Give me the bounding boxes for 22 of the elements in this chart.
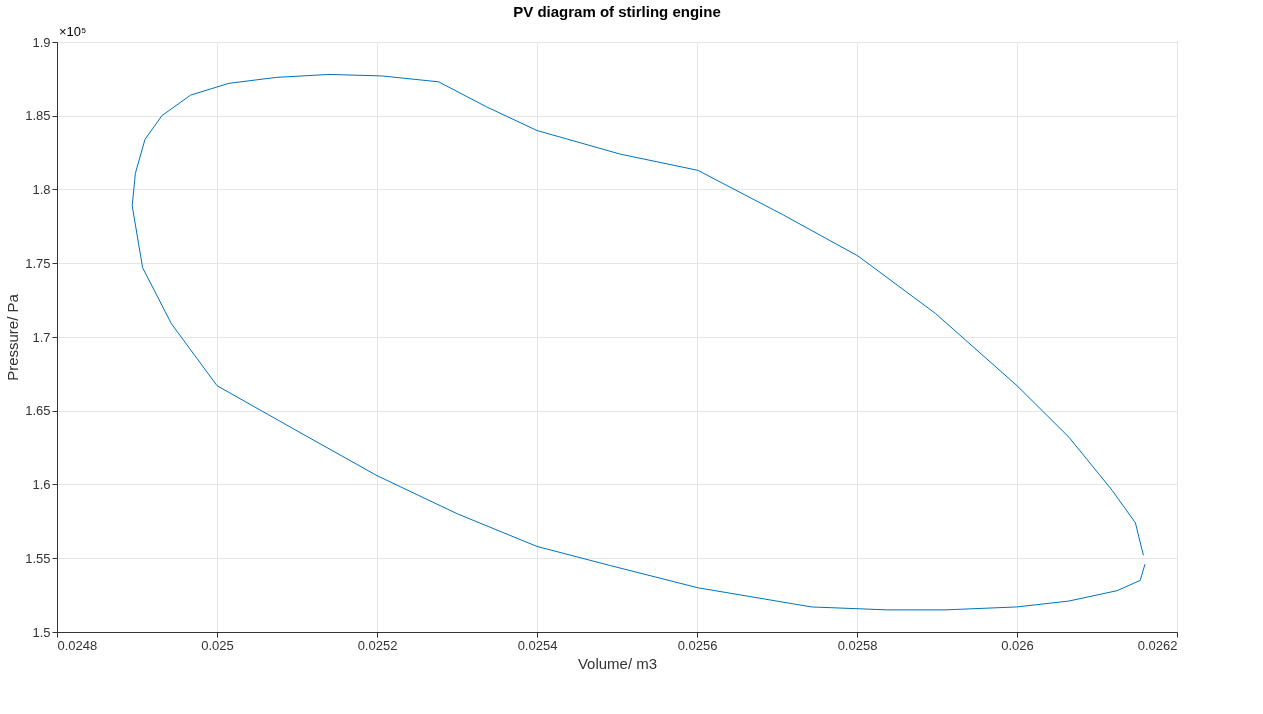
x-tick-label: 0.0248 (57, 637, 98, 653)
chart-title: PV diagram of stirling engine (513, 3, 721, 20)
x-tick-label: 0.0252 (357, 637, 398, 653)
y-tick-label: 1.85 (25, 108, 51, 124)
x-tick-label: 0.0262 (1137, 637, 1178, 653)
y-tick-label: 1.75 (25, 255, 51, 271)
x-tick-label: 0.026 (1001, 637, 1034, 653)
y-tick-label: 1.65 (25, 403, 51, 419)
x-tick-label: 0.025 (201, 637, 234, 653)
text: ×10⁵ (59, 24, 87, 39)
y-tick-label: 1.7 (32, 329, 51, 345)
x-tick-label: 0.0256 (677, 637, 718, 653)
y-tick-label: 1.5 (32, 624, 51, 640)
y-tick-label: 1.55 (25, 550, 51, 566)
y-tick-label: 1.8 (32, 182, 51, 197)
y-tick-label: 1.6 (32, 477, 51, 492)
line-series (131, 73, 1146, 611)
y-tick-label: 1.9 (32, 34, 51, 50)
x-tick-label: 0.0254 (517, 637, 558, 653)
x-tick-label: 0.0258 (837, 637, 878, 653)
y-axis-title: Pressure/ Pa (4, 293, 22, 381)
x-axis-title: Volume/ m3 (577, 654, 658, 672)
